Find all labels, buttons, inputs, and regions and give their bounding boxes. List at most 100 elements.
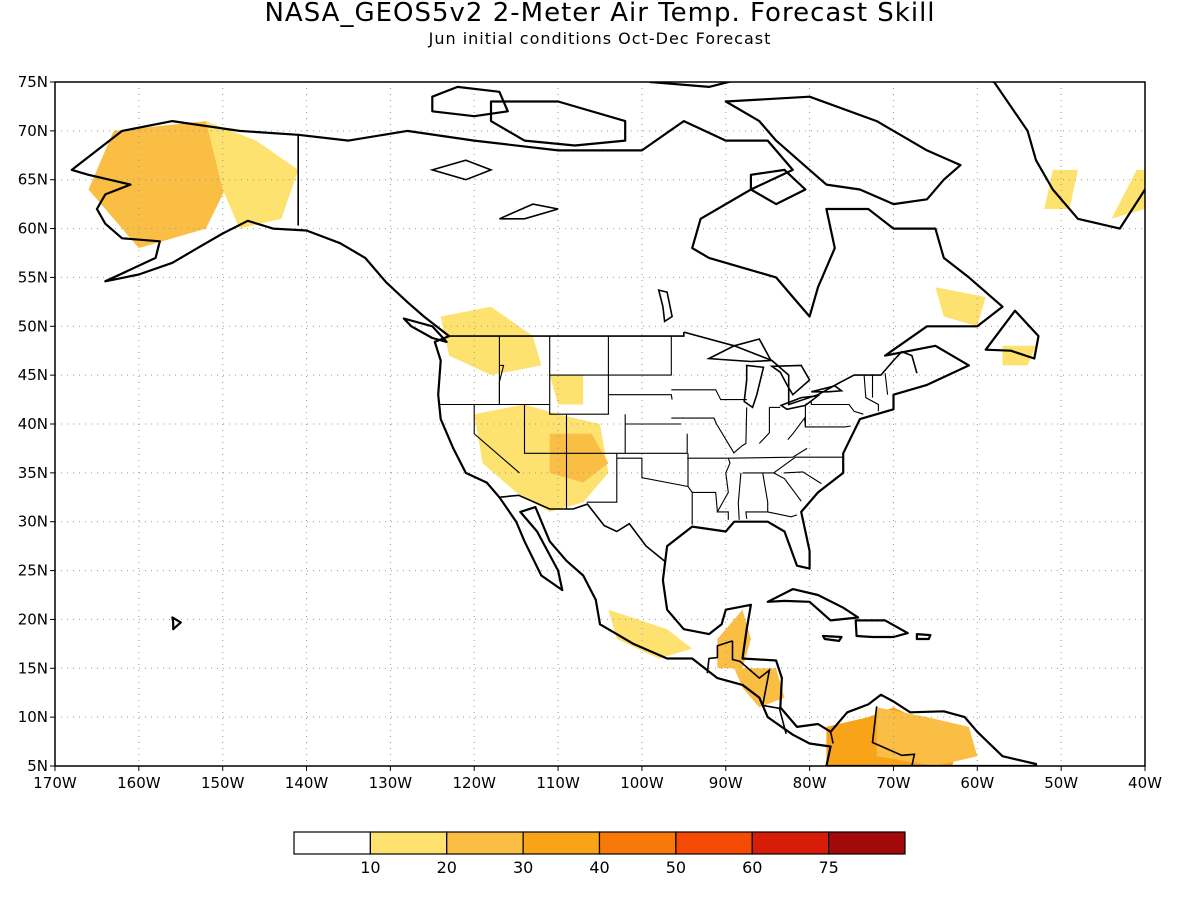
skill-region-four-corners: [549, 433, 609, 483]
colorbar-swatch: [675, 831, 753, 855]
lon-tick-label: 130W: [369, 774, 413, 792]
lat-tick-label: 50N: [18, 317, 48, 335]
colorbar-swatch: [446, 831, 524, 855]
state-line: [805, 400, 864, 415]
lat-tick-label: 75N: [18, 73, 48, 91]
state-line: [732, 407, 748, 454]
state-line: [616, 457, 689, 488]
great-slave-lake: [499, 203, 559, 220]
skill-shading-layer: [88, 121, 1145, 766]
coastline-baffin: [724, 95, 962, 206]
skill-region-pacific-nw: [440, 306, 542, 376]
colorbar-swatch: [598, 831, 677, 855]
state-line: [687, 457, 731, 520]
lon-tick-label: 170W: [33, 774, 77, 792]
lon-tick-label: 40W: [1128, 774, 1162, 792]
skill-region-labrador: [935, 287, 986, 327]
lat-tick-label: 65N: [18, 171, 48, 189]
coastline-southampton-north: [649, 82, 734, 89]
state-line: [625, 433, 688, 454]
colorbar-swatch: [293, 831, 371, 855]
border-guatemala-mexico: [706, 640, 733, 674]
state-line: [728, 447, 808, 459]
coastline-hispaniola: [854, 619, 909, 639]
state-line: [804, 404, 851, 428]
colorbar-swatch: [522, 831, 601, 855]
state-line: [737, 472, 742, 520]
skill-region-mexico-south: [608, 609, 693, 659]
colorbar-label: 50: [666, 858, 686, 877]
graticule: [55, 82, 1145, 766]
coastline-puerto-rico: [915, 632, 932, 641]
border-us-canada-49: [449, 332, 685, 337]
colorbar-label: 10: [360, 858, 380, 877]
coastline-greenland: [989, 82, 1145, 230]
colorbar-label: 60: [742, 858, 762, 877]
lat-tick-label: 55N: [18, 268, 48, 286]
state-line: [671, 389, 747, 401]
lon-tick-label: 120W: [452, 774, 496, 792]
borders-layer: [297, 134, 918, 766]
colorbar-label: 20: [437, 858, 457, 877]
great-bear-lake: [429, 159, 494, 181]
lake-erie: [779, 394, 821, 411]
coastline-layer: [70, 82, 1145, 766]
coastline-north-america: [70, 119, 1038, 766]
lat-tick-label: 60N: [18, 220, 48, 238]
colorbar-label: 40: [589, 858, 609, 877]
state-line: [671, 417, 735, 454]
skill-region-alaska-east: [205, 121, 299, 229]
coastline-banks: [431, 85, 509, 118]
skill-region-greenland-east: [1111, 169, 1145, 219]
colorbar-label: 30: [513, 858, 533, 877]
colorbar: 10 20 30 40 50 60 75: [293, 831, 906, 877]
lake-winnipeg: [657, 289, 673, 323]
lat-tick-label: 20N: [18, 610, 48, 628]
border-great-lakes-border: [683, 331, 918, 406]
lon-tick-label: 160W: [117, 774, 161, 792]
state-line: [608, 394, 673, 400]
lon-tick-label: 70W: [877, 774, 911, 792]
state-line: [773, 472, 802, 502]
state-line: [692, 491, 718, 512]
axis-labels: 75N 70N 65N 60N 55N 50N 45N 40N 35N 30N 25N 20N 15N 1…: [18, 73, 1162, 792]
lat-tick-label: 30N: [18, 513, 48, 531]
border-colombia-venezuela: [871, 706, 916, 766]
state-line: [742, 456, 844, 474]
colorbar-swatch: [828, 831, 906, 855]
state-line: [586, 453, 618, 503]
lake-michigan: [743, 364, 765, 409]
state-line: [758, 407, 770, 444]
border-us-mexico: [498, 494, 666, 563]
state-line: [687, 453, 693, 525]
lake-huron: [769, 364, 811, 396]
colorbar-swatch: [369, 831, 448, 855]
lakes-layer: [429, 159, 844, 411]
skill-region-alaska-west: [88, 121, 240, 249]
coastline-vancouver-island: [402, 317, 448, 343]
state-line: [787, 416, 806, 440]
lat-tick-label: 40N: [18, 415, 48, 433]
state-line: [863, 375, 879, 412]
lon-tick-label: 90W: [709, 774, 743, 792]
border-panama-colombia: [829, 731, 834, 744]
lat-tick-label: 70N: [18, 122, 48, 140]
coastline-jamaica: [821, 634, 843, 643]
skill-region-great-basin: [474, 404, 609, 512]
lat-tick-label: 15N: [18, 659, 48, 677]
state-line: [767, 511, 798, 518]
state-line: [783, 471, 822, 485]
lon-tick-label: 60W: [960, 774, 994, 792]
lat-tick-label: 5N: [27, 757, 48, 775]
colorbar-swatch: [751, 831, 830, 855]
coastline-newfoundland-island: [984, 309, 1040, 360]
colorbar-label: 75: [818, 858, 838, 877]
state-line: [523, 404, 568, 454]
lon-tick-label: 100W: [620, 774, 664, 792]
state-line: [608, 336, 672, 376]
state-line: [884, 373, 889, 395]
coastline-cuba: [766, 587, 860, 622]
lat-tick-label: 45N: [18, 366, 48, 384]
lat-tick-label: 10N: [18, 708, 48, 726]
